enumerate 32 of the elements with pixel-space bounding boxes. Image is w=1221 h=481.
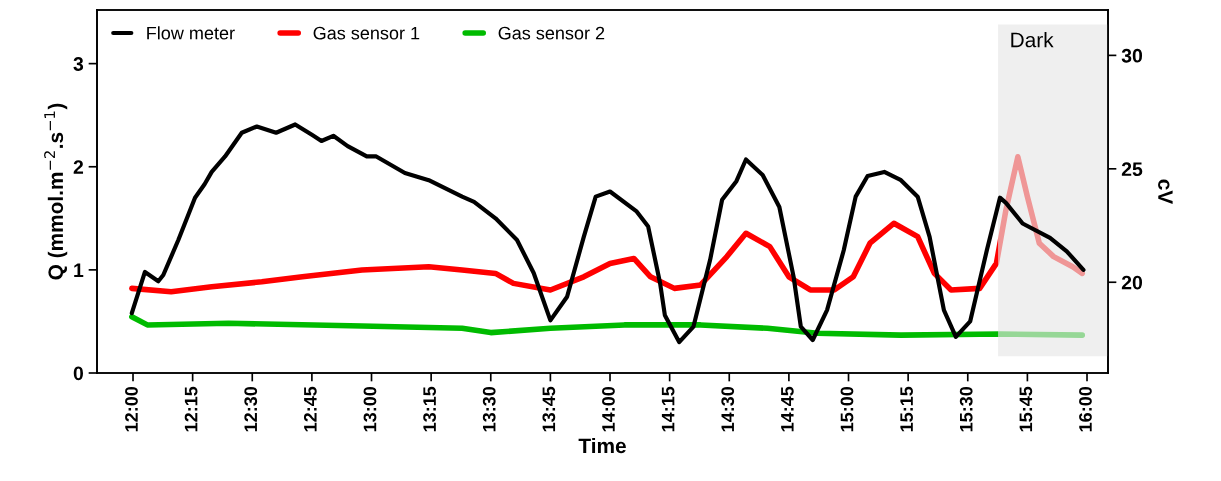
band-label: Dark <box>1011 32 1054 48</box>
x-tick-label: 13:45 <box>542 386 556 432</box>
line-series <box>129 122 1086 345</box>
legend-label: Gas sensor 1 <box>313 26 420 40</box>
x-axis-title: Time <box>578 437 626 454</box>
legend-label: Flow meter <box>147 26 235 40</box>
x-tick-label: 12:45 <box>303 386 317 432</box>
x-tick-label: 13:00 <box>363 386 377 432</box>
y-tick-label: 2 <box>73 160 84 174</box>
y2-axis-title: cV <box>1158 179 1173 205</box>
x-tick-label: 14:00 <box>602 386 615 432</box>
x-tick-label: 12:30 <box>244 386 258 432</box>
y-tick-label: 1 <box>74 263 84 277</box>
x-tick-label: 14:45 <box>781 386 794 432</box>
y-tick-label: 3 <box>73 57 84 71</box>
x-tick-label: 14:30 <box>721 386 735 432</box>
x-tick-label: 15:15 <box>900 386 913 432</box>
x-tick-label: 15:30 <box>959 386 973 432</box>
legend-label: Gas sensor 2 <box>498 26 605 40</box>
x-tick-label: 15:00 <box>840 386 854 432</box>
y2-tick-label: 20 <box>1121 275 1143 290</box>
x-tick-label: 13:30 <box>482 386 496 432</box>
x-tick-label: 16:00 <box>1079 386 1092 432</box>
y2-tick-label: 25 <box>1121 162 1143 177</box>
x-tick-label: 12:00 <box>125 386 138 432</box>
x-tick-label: 12:15 <box>184 386 198 432</box>
x-tick-label: 15:45 <box>1019 386 1033 432</box>
x-tick-label: 13:15 <box>423 386 437 432</box>
y-axis-title: Q (mmol.m$^{−2}$.s$^{−1}$) <box>44 103 68 280</box>
x-tick-label: 14:15 <box>661 386 675 432</box>
y-tick-label: 0 <box>73 366 84 381</box>
y2-tick-label: 30 <box>1121 48 1143 63</box>
